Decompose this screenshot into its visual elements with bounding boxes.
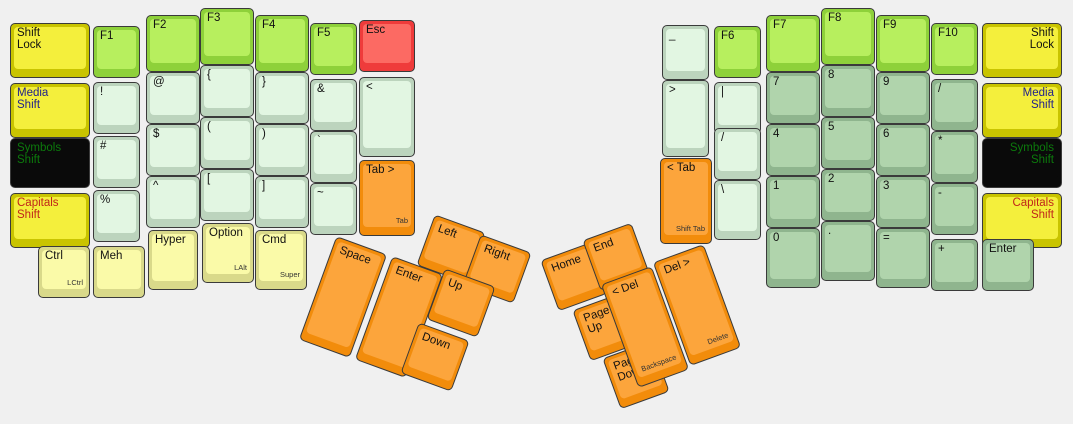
key-label: 1 (773, 180, 780, 192)
key-label: 3 (883, 180, 890, 192)
key-label: F2 (153, 19, 167, 31)
key-label: F9 (883, 19, 897, 31)
key-label: 6 (883, 128, 890, 140)
key-label: Media Shift (17, 87, 49, 112)
key-label: Media Shift (1022, 87, 1054, 112)
key-label: + (938, 243, 945, 255)
key-label: < Tab (667, 162, 696, 174)
key-label: Del > (662, 256, 693, 277)
key-label: } (262, 76, 266, 88)
key-label: # (100, 140, 107, 152)
key-sublabel: Shift Tab (675, 224, 705, 233)
key-label: F1 (100, 30, 114, 42)
key-label: 9 (883, 76, 890, 88)
key-sublabel: Backspace (640, 352, 678, 374)
key-sublabel: Delete (706, 330, 730, 347)
key-label: F6 (721, 30, 735, 42)
key-label: F4 (262, 19, 276, 31)
key-label: Cmd (262, 234, 287, 246)
key-label: Capitals Shift (17, 197, 59, 222)
key-label: / (938, 83, 942, 95)
key-label: 7 (773, 76, 780, 88)
key-label: < (366, 81, 373, 93)
key-label: ) (262, 128, 266, 140)
key-label: = (883, 232, 890, 244)
key-label: . (828, 225, 832, 237)
key-label: Enter (989, 243, 1017, 255)
key-label: Esc (366, 24, 386, 36)
key-label: Ctrl (45, 250, 63, 262)
key-label: ] (262, 180, 266, 192)
key-label: F7 (773, 19, 787, 31)
key-label: * (938, 135, 943, 147)
key-label: > (669, 84, 676, 96)
key-label: Shift Lock (1029, 27, 1054, 52)
key-label: Option (209, 227, 243, 239)
key-label: ~ (317, 187, 324, 199)
key-label: F3 (207, 12, 221, 24)
key-label: ( (207, 121, 211, 133)
key-label: [ (207, 173, 211, 185)
key-label: Tab > (366, 164, 395, 176)
key-label: Home (549, 252, 583, 275)
key-label: Shift Lock (17, 27, 42, 52)
key-label: F5 (317, 27, 331, 39)
key-label: Symbols Shift (1009, 142, 1054, 167)
key-label: < Del (610, 278, 641, 299)
key-sublabel: Super (279, 270, 300, 279)
key-label: ^ (153, 180, 159, 192)
key-label: _ (669, 29, 676, 41)
key-label: Capitals Shift (1012, 197, 1054, 222)
key-label: $ (153, 128, 160, 140)
key-label: { (207, 69, 211, 81)
key-sublabel: LAlt (234, 263, 247, 272)
key-sublabel: Tab (395, 216, 408, 225)
key-label: % (100, 194, 111, 206)
key-label: End (591, 236, 616, 255)
key-label: 2 (828, 173, 835, 185)
key-label: 0 (773, 232, 780, 244)
key-label: 8 (828, 69, 835, 81)
key-label: Symbols Shift (17, 142, 62, 167)
key-label: 5 (828, 121, 835, 133)
key-label: \ (721, 184, 725, 196)
key-label: @ (153, 76, 165, 88)
key-label: Hyper (155, 234, 186, 246)
key-label: 4 (773, 128, 780, 140)
key-label: F10 (938, 27, 958, 39)
key-sublabel: LCtrl (67, 278, 83, 287)
key-label: / (721, 132, 725, 144)
key-label: ! (100, 86, 104, 98)
key-label: & (317, 83, 325, 95)
key-label: Meh (100, 250, 123, 262)
key-label: ` (317, 135, 321, 147)
key-label: | (721, 86, 724, 98)
key-label: F8 (828, 12, 842, 24)
key-label: - (938, 187, 942, 199)
